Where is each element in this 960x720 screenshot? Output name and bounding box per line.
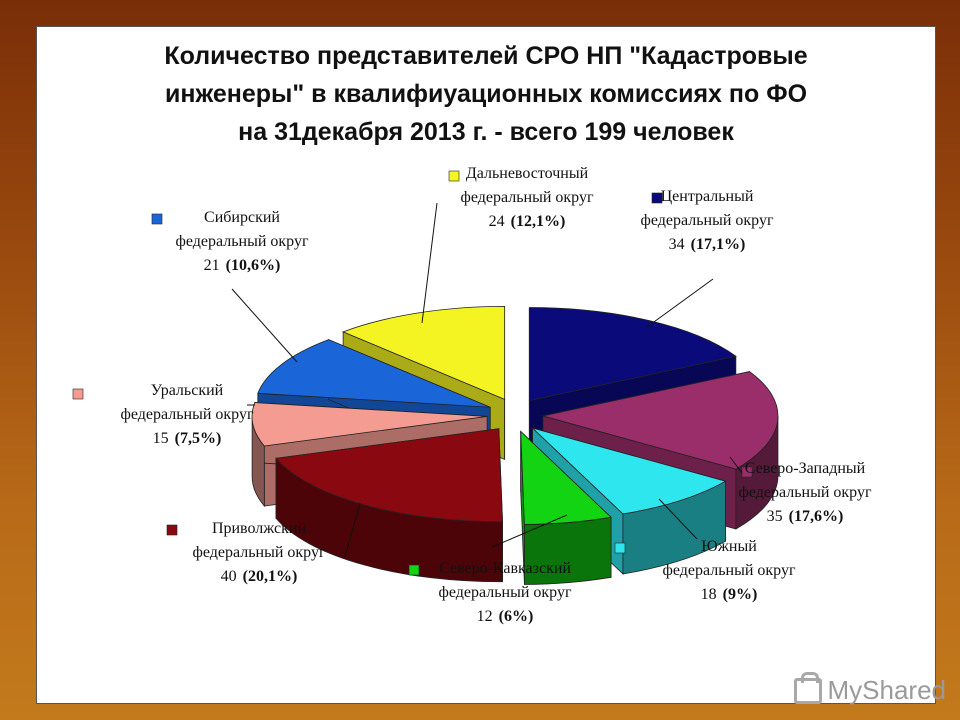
slice-label-northwest: Северо-Западный федеральный округ 35 (17,6%… — [729, 456, 872, 525]
slice-label-ncaucasus-line2: федеральный округ — [438, 584, 571, 601]
leader-line-central — [646, 278, 714, 328]
slice-pct-volga: (20,1%) — [243, 568, 298, 585]
slice-label-siberia-value: 21 (10,6%) — [204, 257, 281, 274]
slice-label-central-line1: Центральный — [661, 188, 754, 205]
pie-slice-fareast-top — [342, 305, 506, 400]
slice-label-siberia-line1: Сибирский — [204, 209, 280, 226]
chart-title-line-1: Количество представителей СРО НП "Кадаст… — [164, 42, 808, 70]
slice-count-ural: 15 — [153, 430, 169, 447]
slice-label-ural-value: 15 (7,5%) — [153, 430, 222, 447]
slice-label-south: Южный федеральный округ 18 (9%) — [614, 498, 796, 603]
slice-count-central: 34 — [669, 236, 685, 253]
slice-count-ncaucasus: 12 — [477, 608, 493, 625]
slice-label-ural-line2: федеральный округ — [120, 406, 253, 423]
slice-pct-ural: (7,5%) — [175, 430, 222, 447]
slice-label-central-value: 34 (17,1%) — [669, 236, 746, 253]
pie-slice-northwest-top — [542, 371, 779, 470]
slice-pct-south: (9%) — [723, 586, 758, 603]
slice-label-volga-value: 40 (20,1%) — [221, 568, 298, 585]
slice-pct-ncaucasus: (6%) — [499, 608, 534, 625]
chart-title-line-2: инженеры" в квалифиуационных комиссиях п… — [164, 80, 808, 108]
watermark: MyShared — [793, 671, 947, 706]
slice-label-ncaucasus: Северо-Кавказский федеральный округ 12 (6%) — [408, 514, 572, 625]
slice-count-south: 18 — [701, 586, 717, 603]
pie-labels: Центральный федеральный округ 34 (17,1%) Сев… — [72, 165, 872, 625]
slice-label-siberia-line2: федеральный округ — [175, 233, 308, 250]
leader-line-volga — [344, 502, 361, 558]
slice-label-ncaucasus-value: 12 (6%) — [477, 608, 534, 625]
slice-pct-siberia: (10,6%) — [226, 257, 281, 274]
legend-key-volga — [166, 524, 178, 536]
pie-slice-volga-top — [275, 428, 503, 523]
slice-label-northwest-line1: Северо-Западный — [745, 460, 866, 477]
legend-key-fareast — [448, 170, 460, 182]
slice-label-central: Центральный федеральный округ 34 (17,1%) — [640, 188, 774, 328]
legend-key-ural — [72, 388, 84, 400]
legend-key-south — [614, 542, 626, 554]
slice-label-ural-line1: Уральский — [151, 382, 224, 399]
leader-line-siberia — [231, 288, 298, 363]
slice-pct-northwest: (17,6%) — [789, 508, 844, 525]
slice-count-fareast: 24 — [489, 213, 505, 230]
pie-slice-ural-top — [251, 402, 488, 447]
pie-slices — [251, 305, 779, 585]
slice-label-northwest-value: 35 (17,6%) — [767, 508, 844, 525]
pie-slice-ncaucasus — [520, 430, 612, 585]
slice-pct-central: (17,1%) — [691, 236, 746, 253]
pie-slice-siberia-top — [257, 339, 491, 408]
slice-label-volga: Приволжский федеральный округ 40 (20,1%) — [166, 502, 361, 585]
leader-line-fareast — [421, 202, 438, 324]
pie-slice-volga — [275, 428, 503, 583]
slice-label-fareast: Дальневосточный федеральный округ 24 (12,1%… — [421, 165, 594, 324]
watermark-text: MyShared — [827, 675, 947, 705]
slice-label-central-line2: федеральный округ — [640, 212, 773, 229]
slice-label-fareast-line1: Дальневосточный — [466, 165, 589, 182]
slice-label-south-line1: Южный — [701, 538, 757, 555]
legend-key-northwest — [741, 466, 753, 478]
slice-label-ncaucasus-line1: Северо-Кавказский — [439, 560, 571, 577]
pie-slice-central-top — [528, 307, 737, 402]
slice-label-volga-line2: федеральный округ — [192, 544, 325, 561]
leader-line-northwest — [729, 456, 743, 474]
slice-label-ural: Уральский федеральный округ 15 (7,5%) — [72, 382, 255, 447]
pie-slice-south-top — [532, 427, 727, 515]
slice-label-volga-line1: Приволжский — [212, 520, 307, 537]
slice-label-northwest-line2: федеральный округ — [738, 484, 871, 501]
chart-title: Количество представителей СРО НП "Кадаст… — [37, 37, 935, 151]
slice-label-fareast-line2: федеральный округ — [460, 189, 593, 206]
legend-key-central — [651, 192, 663, 204]
slice-count-northwest: 35 — [767, 508, 783, 525]
leader-line-ncaucasus — [491, 514, 568, 548]
chart-panel: Количество представителей СРО НП "Кадаст… — [36, 26, 936, 704]
legend-key-siberia — [151, 213, 163, 225]
slice-pct-fareast: (12,1%) — [511, 213, 566, 230]
pie-chart: Центральный федеральный округ 34 (17,1%) Сев… — [72, 165, 872, 625]
mysharedlogo-icon — [793, 671, 822, 704]
chart-title-line-3: на 31декабря 2013 г. - всего 199 человек — [238, 118, 734, 146]
leader-line-south — [658, 498, 698, 540]
slice-label-south-value: 18 (9%) — [701, 586, 758, 603]
slice-count-siberia: 21 — [204, 257, 220, 274]
slice-count-volga: 40 — [221, 568, 237, 585]
slice-label-fareast-value: 24 (12,1%) — [489, 213, 566, 230]
slice-label-south-line2: федеральный округ — [662, 562, 795, 579]
legend-key-ncaucasus — [408, 564, 420, 576]
slice-label-siberia: Сибирский федеральный округ 21 (10,6%) — [151, 209, 309, 363]
pie-slice-ncaucasus-top — [520, 430, 612, 525]
